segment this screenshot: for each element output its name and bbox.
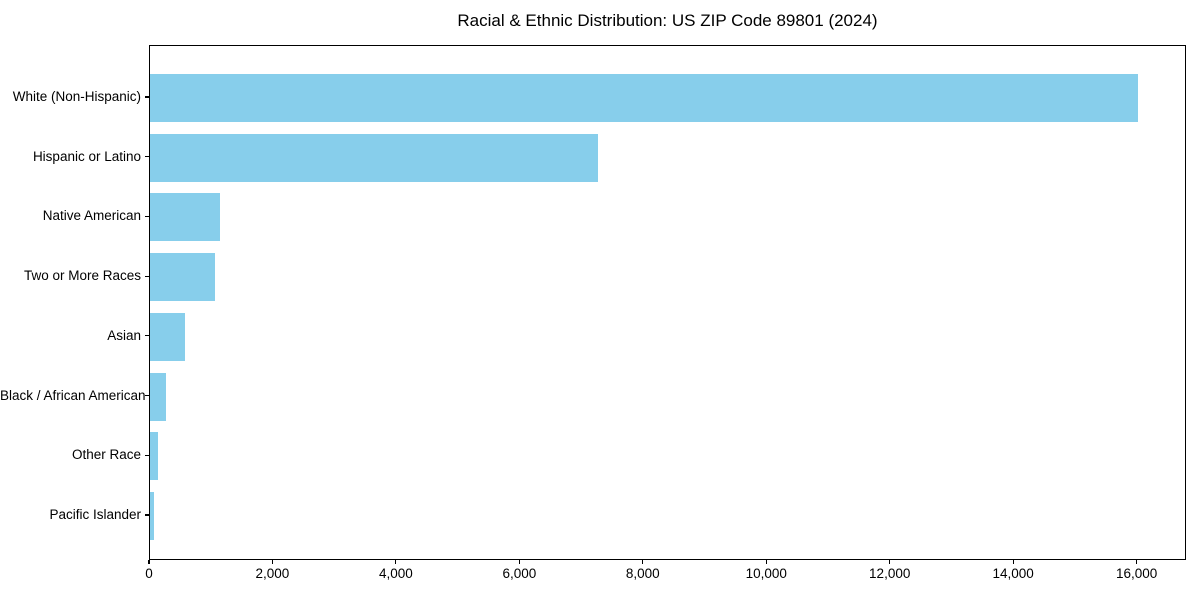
x-tick-mark [889,560,891,564]
x-tick-label: 6,000 [502,566,537,581]
x-tick-label: 12,000 [869,566,911,581]
x-tick-label: 4,000 [378,566,413,581]
y-tick-label: White (Non-Hispanic) [12,89,141,104]
x-tick-label: 10,000 [745,566,787,581]
y-tick-mark [145,394,149,397]
y-tick-label: Hispanic or Latino [32,148,141,164]
bar [150,74,1138,122]
y-tick-mark [145,335,149,337]
y-tick-mark [145,454,149,456]
bar [150,491,155,540]
x-tick-mark [518,560,520,564]
x-tick-mark [395,560,397,564]
y-tick-mark [145,275,149,277]
chart-title: Racial & Ethnic Distribution: US ZIP Cod… [457,11,878,30]
y-tick-label: Native American [42,208,141,224]
y-tick-label: Two or More Races [23,268,141,284]
y-tick-mark [145,514,149,516]
x-tick-mark [642,560,644,564]
y-tick-mark [145,156,149,158]
y-tick-label: Pacific Islander [49,506,141,522]
x-tick-label: 0 [145,566,153,581]
bar [150,432,159,481]
bar [150,372,167,421]
x-tick-mark [148,560,150,564]
bar [150,253,215,302]
y-tick-mark [145,96,149,98]
x-tick-label: 16,000 [1115,566,1158,581]
y-tick-label: Asian [107,327,141,343]
y-tick-mark [145,215,149,217]
x-tick-label: 8,000 [625,566,660,581]
x-tick-label: 2,000 [255,566,290,581]
bar [150,312,186,361]
x-tick-mark [271,560,274,564]
bar [150,193,220,242]
x-tick-mark [1012,560,1014,564]
x-tick-label: 14,000 [992,566,1034,581]
y-tick-label: Black / African American [0,387,146,403]
y-tick-label: Other Race [71,447,141,463]
x-tick-mark [1136,560,1138,564]
x-tick-mark [765,560,767,564]
plot-area [149,45,1186,560]
bar [150,133,598,182]
